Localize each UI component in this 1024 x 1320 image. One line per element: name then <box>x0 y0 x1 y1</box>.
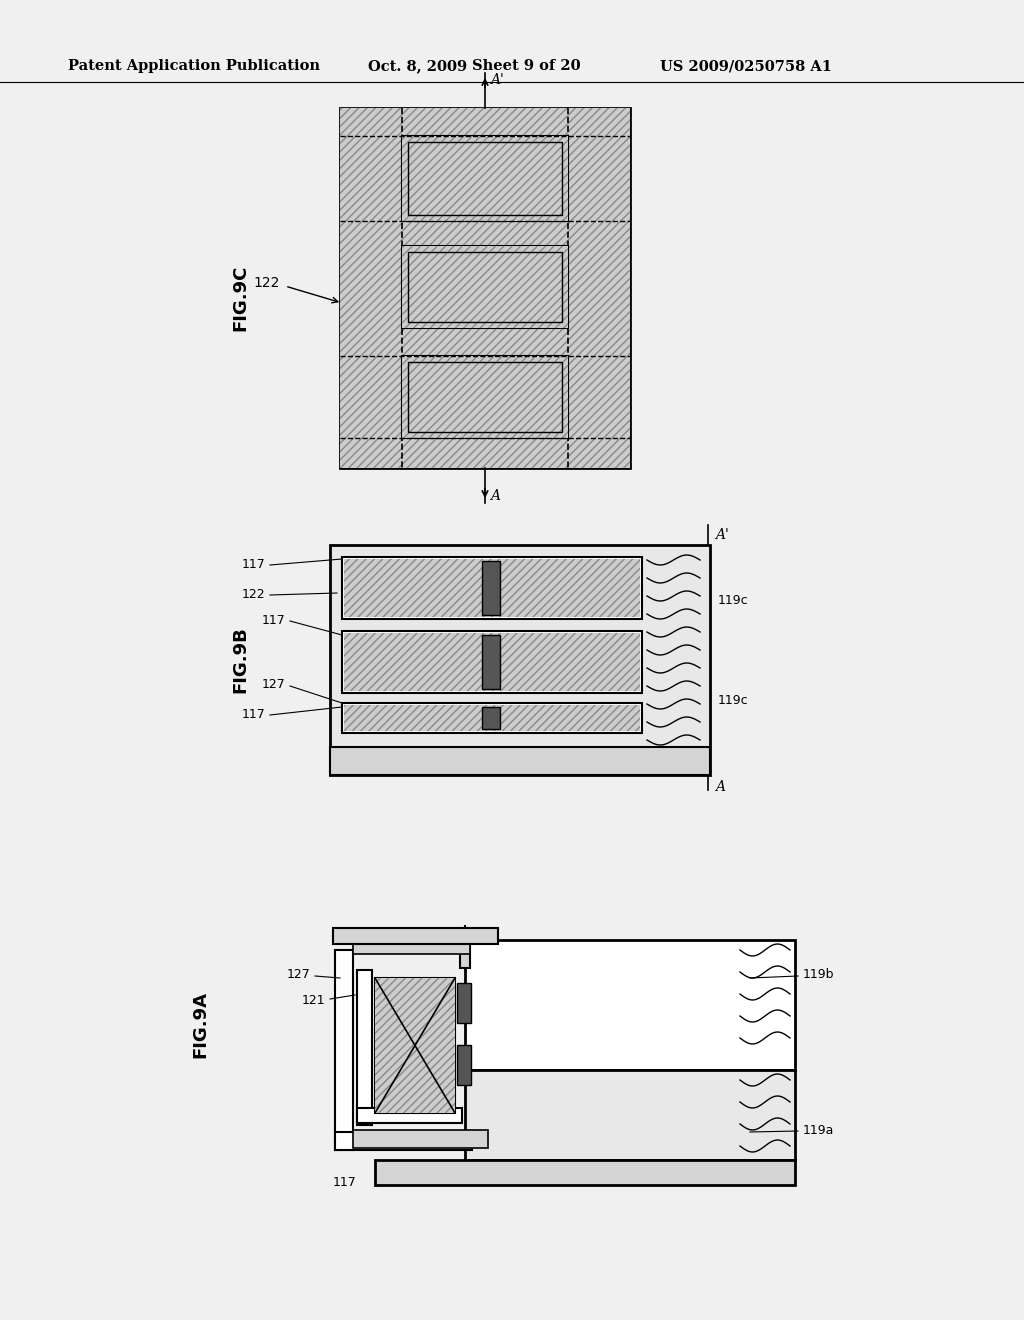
Text: 119b: 119b <box>803 969 835 982</box>
Bar <box>344 558 640 616</box>
Bar <box>482 561 500 615</box>
Bar <box>375 978 455 1113</box>
Text: 122: 122 <box>242 589 265 602</box>
Text: 119a: 119a <box>803 1123 835 1137</box>
Bar <box>330 747 710 775</box>
Text: Sheet 9 of 20: Sheet 9 of 20 <box>472 59 581 73</box>
Text: Oct. 8, 2009: Oct. 8, 2009 <box>368 59 467 73</box>
Bar <box>342 557 642 619</box>
Text: A': A' <box>715 528 729 543</box>
Text: FIG.9B: FIG.9B <box>231 627 249 693</box>
Bar <box>402 136 568 220</box>
Bar <box>333 928 498 944</box>
Text: 117: 117 <box>261 614 285 627</box>
Bar <box>457 1045 471 1085</box>
Bar <box>402 246 568 327</box>
Bar <box>465 1071 795 1160</box>
Bar <box>342 631 642 693</box>
Bar <box>408 362 562 432</box>
Bar <box>340 108 630 469</box>
Bar <box>357 1107 462 1123</box>
Text: 119c: 119c <box>718 693 749 706</box>
Bar <box>457 983 471 1023</box>
Text: FIG.9A: FIG.9A <box>191 991 209 1059</box>
Bar <box>344 634 640 690</box>
Bar <box>482 708 500 729</box>
Bar <box>353 942 470 954</box>
Text: Patent Application Publication: Patent Application Publication <box>68 59 319 73</box>
Bar <box>402 136 568 220</box>
Text: 117: 117 <box>242 558 265 572</box>
Bar <box>330 545 710 775</box>
Text: 127: 127 <box>287 969 310 982</box>
Bar <box>375 1160 795 1185</box>
Bar <box>482 635 500 689</box>
Bar <box>342 704 642 733</box>
Bar <box>375 978 455 1113</box>
Text: A: A <box>715 780 725 795</box>
Bar <box>344 705 640 731</box>
Text: A: A <box>490 488 500 503</box>
Bar <box>402 356 568 438</box>
Bar <box>408 143 562 215</box>
Bar <box>465 940 795 1071</box>
Text: 117: 117 <box>333 1176 357 1188</box>
Text: 121: 121 <box>301 994 325 1006</box>
Text: 119c: 119c <box>718 594 749 606</box>
Bar <box>402 356 568 438</box>
Text: 127: 127 <box>261 678 285 692</box>
Text: FIG.9C: FIG.9C <box>231 265 249 331</box>
Bar <box>460 940 470 968</box>
Bar <box>408 252 562 322</box>
Text: 117: 117 <box>242 709 265 722</box>
Bar <box>357 970 372 1125</box>
Text: US 2009/0250758 A1: US 2009/0250758 A1 <box>660 59 831 73</box>
Text: 122: 122 <box>254 276 280 290</box>
Bar <box>402 246 568 327</box>
Bar <box>335 1133 472 1150</box>
Bar <box>353 1130 488 1148</box>
Bar <box>340 108 630 469</box>
Bar <box>335 950 353 1150</box>
Text: A': A' <box>490 73 504 87</box>
